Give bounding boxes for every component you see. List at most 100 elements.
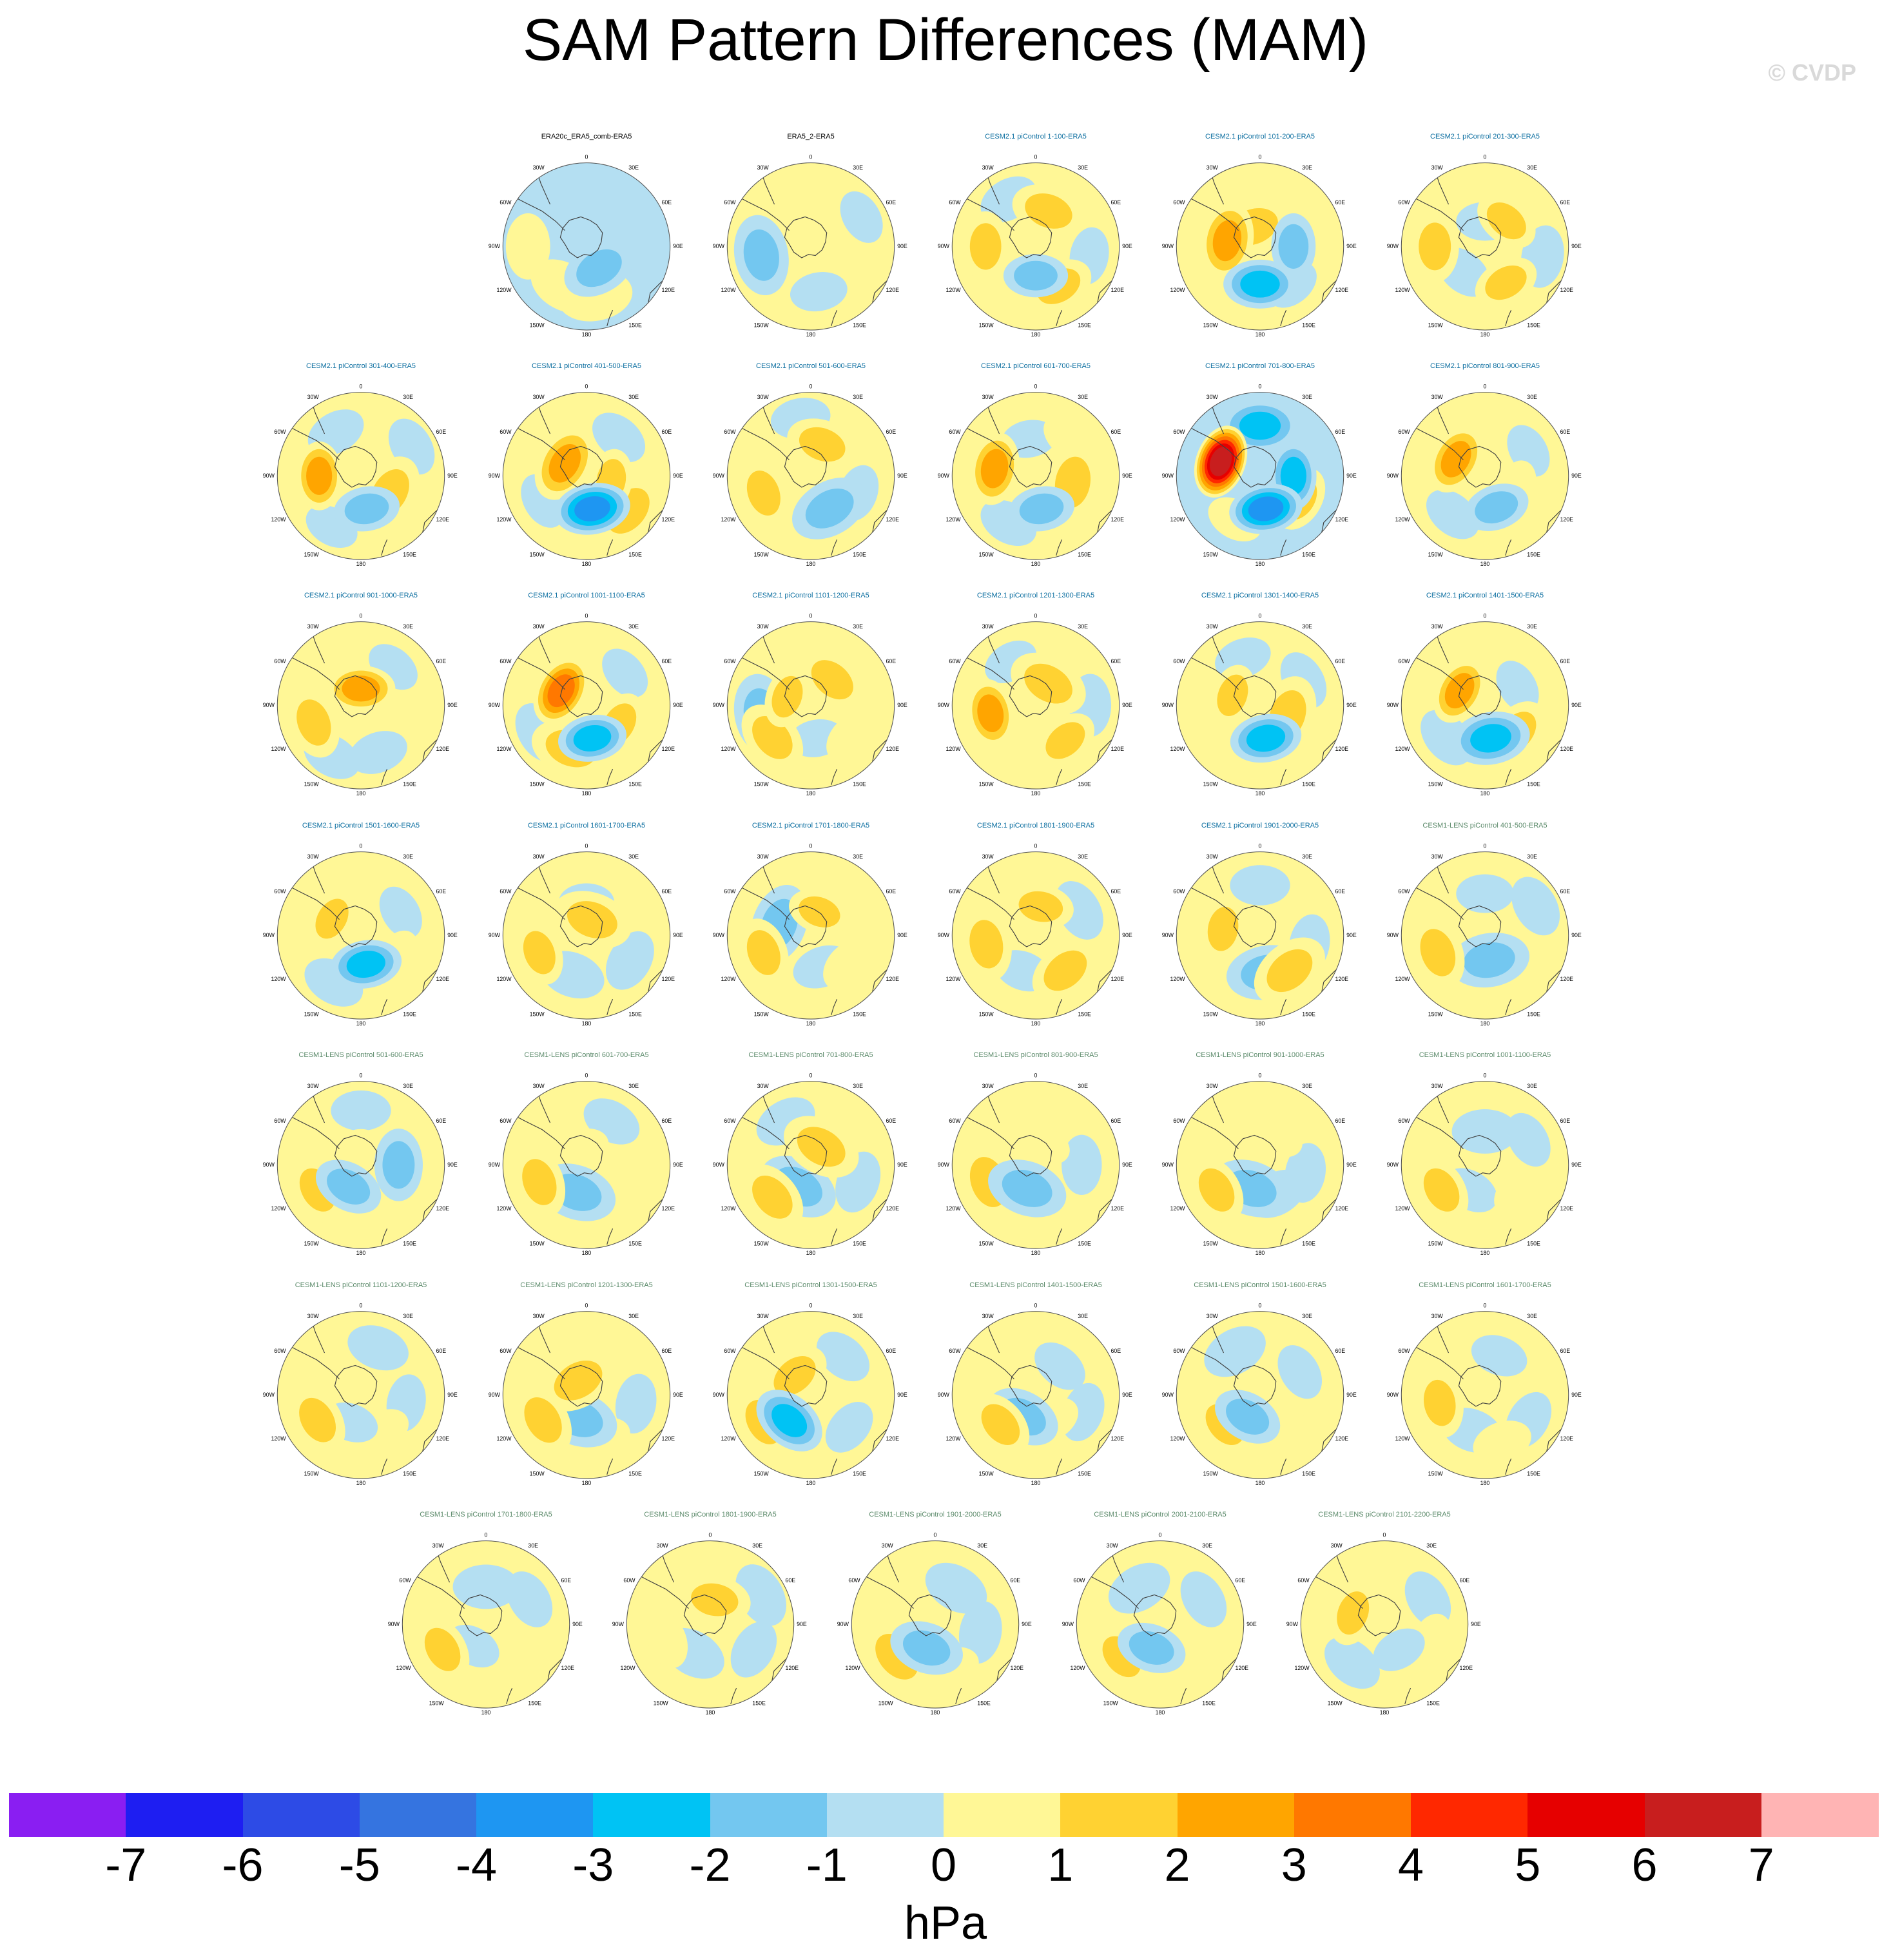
- antarctica-coastline: [334, 675, 378, 717]
- longitude-label: 150W: [1203, 1241, 1219, 1247]
- longitude-label: 120E: [1335, 746, 1348, 752]
- longitude-label: 150W: [1428, 322, 1444, 329]
- antarctica-coastline: [1458, 445, 1502, 488]
- polar-map: 0 180 30W 30E 60W 60E 90W 90E 120W 120E 150W 150E: [1062, 1531, 1257, 1716]
- polar-map: 0 180 30W 30E 60W 60E 90W 90E 120W 120E 150W 150E: [263, 1072, 458, 1256]
- negative-anomaly: [346, 951, 385, 978]
- longitude-label: 60E: [436, 658, 446, 665]
- longitude-label: 60E: [886, 658, 896, 665]
- colorbar-tick-label: 1: [1047, 1839, 1074, 1891]
- positive-anomaly: [1473, 1421, 1531, 1464]
- longitude-label: 120E: [886, 1435, 899, 1442]
- longitude-label: 120E: [436, 746, 449, 752]
- longitude-label: 60E: [661, 1348, 672, 1354]
- map-panel: ERA5_2-ERA5 0 180 30W 30E 60W 60E 90W 90E 120W 120…: [713, 133, 907, 352]
- longitude-label: 90W: [489, 1392, 501, 1398]
- panel-title: CESM1-LENS piControl 1801-1900-ERA5: [644, 1511, 777, 1519]
- longitude-label: 150W: [754, 1471, 770, 1477]
- map-panel: CESM1-LENS piControl 701-800-ERA5 0 180 30W…: [713, 1051, 907, 1270]
- positive-anomaly: [969, 223, 1002, 270]
- longitude-label: 180: [582, 1250, 592, 1256]
- longitude-label: 150E: [1302, 552, 1315, 558]
- polar-map: 0 180 30W 30E 60W 60E 90W 90E 120W 120E 150W 150E: [612, 1531, 807, 1715]
- africa-coastline: [639, 392, 651, 407]
- polar-map: 0 180 30W 30E 60W 60E 90W 90E 120W 120E 150W 150E: [1387, 153, 1582, 337]
- africa-coastline: [1538, 621, 1549, 637]
- polar-map: 0 180 30W 30E 60W 60E 90W 90E 120W 120E 150W 150E: [489, 383, 683, 567]
- panel-title: CESM2.1 piControl 701-800-ERA5: [1205, 362, 1315, 370]
- longitude-label: 120E: [1110, 976, 1124, 982]
- longitude-label: 90W: [1387, 932, 1399, 938]
- positive-anomaly: [1043, 950, 1087, 991]
- africa-coastline: [1313, 851, 1324, 867]
- longitude-label: 30E: [853, 1083, 863, 1089]
- polar-map: 0 180 30W 30E 60W 60E 90W 90E 120W 120E 150W 150E: [713, 842, 907, 1026]
- polar-map: 0 180 30W 30E 60W 60E 90W 90E 120W 120E 150W 150E: [1162, 1072, 1357, 1256]
- longitude-label: 150E: [1527, 1011, 1540, 1018]
- polar-map: 0 180 30W 30E 60W 60E 90W 90E 120W 120E 150W 150E: [713, 1072, 907, 1256]
- positive-anomaly: [969, 920, 1004, 969]
- longitude-label: 30W: [307, 1313, 320, 1319]
- longitude-label: 120W: [271, 1205, 286, 1212]
- positive-anomaly: [1494, 1167, 1540, 1216]
- antarctica-coastline: [559, 1134, 603, 1177]
- longitude-label: 30E: [1078, 1083, 1088, 1089]
- new-zealand-coastline: [1505, 1458, 1512, 1475]
- new-zealand-coastline: [381, 768, 388, 786]
- panel-title: CESM2.1 piControl 301-400-ERA5: [306, 362, 416, 370]
- longitude-label: 30E: [1302, 853, 1312, 860]
- longitude-label: 180: [1256, 331, 1265, 338]
- map-boundary: [951, 1311, 1120, 1479]
- positive-anomaly: [1209, 447, 1232, 476]
- colorbar-tick-label: -5: [338, 1839, 380, 1891]
- longitude-label: 0: [1259, 1072, 1262, 1078]
- antarctica-coastline: [1458, 1364, 1502, 1407]
- colorbar-segment: [242, 1793, 360, 1837]
- map-boundary: [726, 851, 895, 1020]
- longitude-label: 0: [360, 612, 363, 619]
- map-boundary: [951, 851, 1120, 1020]
- map-boundary: [276, 392, 445, 560]
- longitude-label: 120E: [1010, 1665, 1023, 1671]
- longitude-label: 0: [585, 1302, 588, 1308]
- map-boundary: [851, 1540, 1020, 1709]
- longitude-label: 120W: [1395, 746, 1410, 752]
- positive-anomaly: [1337, 1591, 1370, 1635]
- new-zealand-coastline: [955, 1687, 962, 1705]
- negative-anomaly: [1002, 1169, 1052, 1207]
- longitude-label: 60W: [1173, 658, 1185, 665]
- positive-anomaly: [799, 427, 846, 462]
- positive-anomaly: [746, 471, 781, 516]
- longitude-label: 30W: [757, 164, 770, 171]
- positive-anomaly: [1423, 1168, 1460, 1212]
- longitude-label: 150E: [1527, 1471, 1540, 1477]
- longitude-label: 90E: [1571, 932, 1582, 938]
- longitude-label: 120W: [271, 746, 286, 752]
- negative-anomaly: [1511, 877, 1560, 936]
- longitude-label: 180: [356, 790, 366, 797]
- panel-title: CESM2.1 piControl 1-100-ERA5: [985, 133, 1087, 141]
- africa-coastline: [639, 162, 651, 178]
- longitude-label: 180: [1156, 1709, 1165, 1716]
- longitude-label: 90W: [713, 1392, 725, 1398]
- positive-anomaly: [554, 1360, 603, 1401]
- antarctica-coastline: [559, 216, 603, 258]
- longitude-label: 90W: [938, 1161, 950, 1168]
- map-boundary: [502, 851, 671, 1020]
- map-panel: CESM1-LENS piControl 1701-1800-ERA5 0 180 3…: [388, 1511, 583, 1730]
- positive-anomaly: [811, 660, 853, 700]
- positive-anomaly: [1266, 949, 1313, 993]
- africa-coastline: [864, 1081, 875, 1096]
- panel-title: CESM2.1 piControl 1901-2000-ERA5: [1201, 822, 1319, 830]
- colorbar-tick-label: -7: [105, 1839, 147, 1891]
- positive-anomaly: [1207, 906, 1239, 951]
- longitude-label: 150E: [403, 1471, 416, 1477]
- map-boundary: [726, 1081, 895, 1249]
- africa-coastline: [763, 1540, 775, 1556]
- longitude-label: 90E: [1571, 1392, 1582, 1398]
- new-zealand-coastline: [1505, 1228, 1512, 1245]
- longitude-label: 150W: [304, 1011, 320, 1018]
- longitude-label: 180: [806, 790, 816, 797]
- positive-anomaly: [1486, 202, 1526, 240]
- longitude-label: 90W: [713, 932, 725, 938]
